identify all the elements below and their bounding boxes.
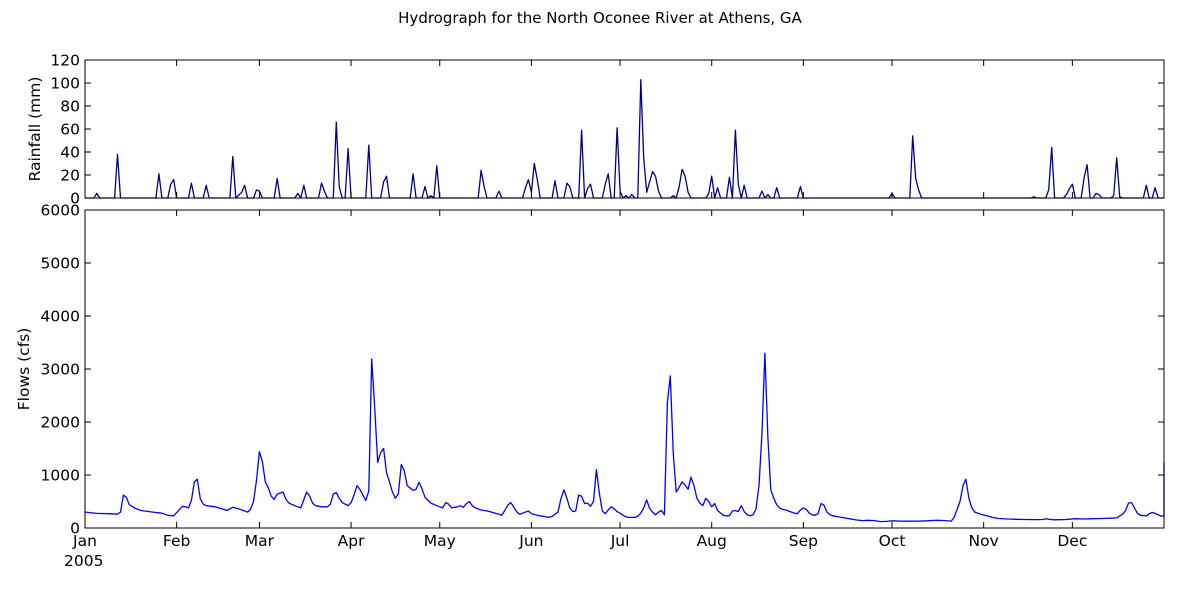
flows-panel: 0 1000 2000 3000 4000 5000 6000 Jan Feb Mar Apr Ma… [15, 202, 1165, 570]
x-tick-label-feb: Feb [163, 532, 190, 550]
rainfall-y-tick-label: 60 [60, 121, 80, 139]
x-tick-label-jul: Jul [610, 532, 630, 550]
rainfall-plot-frame [84, 59, 1165, 199]
rainfall-y-tick-label: 20 [60, 167, 80, 185]
rainfall-y-tick-label: 120 [50, 52, 80, 70]
flows-y-ticks: 0 1000 2000 3000 4000 5000 6000 [41, 202, 1164, 538]
x-tick-label-sep: Sep [789, 532, 818, 550]
x-tick-label-aug: Aug [697, 532, 727, 550]
x-tick-label-jan: Jan [72, 532, 97, 550]
rainfall-series-line [85, 78, 1164, 199]
flows-y-tick-label: 1000 [41, 467, 80, 485]
x-tick-label-may: May [424, 532, 456, 550]
flows-y-tick-label: 0 [70, 520, 80, 538]
rainfall-y-ticks: 0 20 40 60 80 100 120 [50, 52, 1164, 208]
rainfall-y-axis-label: Rainfall (mm) [26, 77, 44, 182]
rainfall-y-tick-label: 40 [60, 144, 80, 162]
x-tick-label-oct: Oct [879, 532, 906, 550]
rainfall-y-tick-label: 0 [70, 190, 80, 208]
rainfall-y-tick-label: 80 [60, 98, 80, 116]
x-year-label: 2005 [64, 552, 103, 570]
x-tick-label-mar: Mar [245, 532, 275, 550]
flows-x-ticks: Jan Feb Mar Apr May Jun Jul Aug Sep Oct Nov Dec [72, 532, 1087, 550]
x-tick-label-nov: Nov [969, 532, 999, 550]
flows-plot-frame [84, 209, 1165, 529]
flows-y-tick-label: 5000 [41, 255, 80, 273]
x-tick-label-apr: Apr [338, 532, 365, 550]
flows-y-tick-label: 6000 [41, 202, 80, 220]
flows-y-axis-label: Flows (cfs) [15, 328, 33, 411]
flows-series-line [84, 352, 1165, 523]
flows-y-tick-label: 2000 [41, 414, 80, 432]
flows-y-tick-label: 4000 [41, 308, 80, 326]
x-tick-label-jun: Jun [518, 532, 543, 550]
rainfall-panel: 0 20 40 60 80 100 120 Rainfall (mm) [26, 52, 1165, 208]
x-tick-label-dec: Dec [1057, 532, 1087, 550]
rainfall-y-tick-label: 100 [50, 75, 80, 93]
flows-y-tick-label: 3000 [41, 361, 80, 379]
chart-title: Hydrograph for the North Oconee River at… [398, 9, 802, 27]
